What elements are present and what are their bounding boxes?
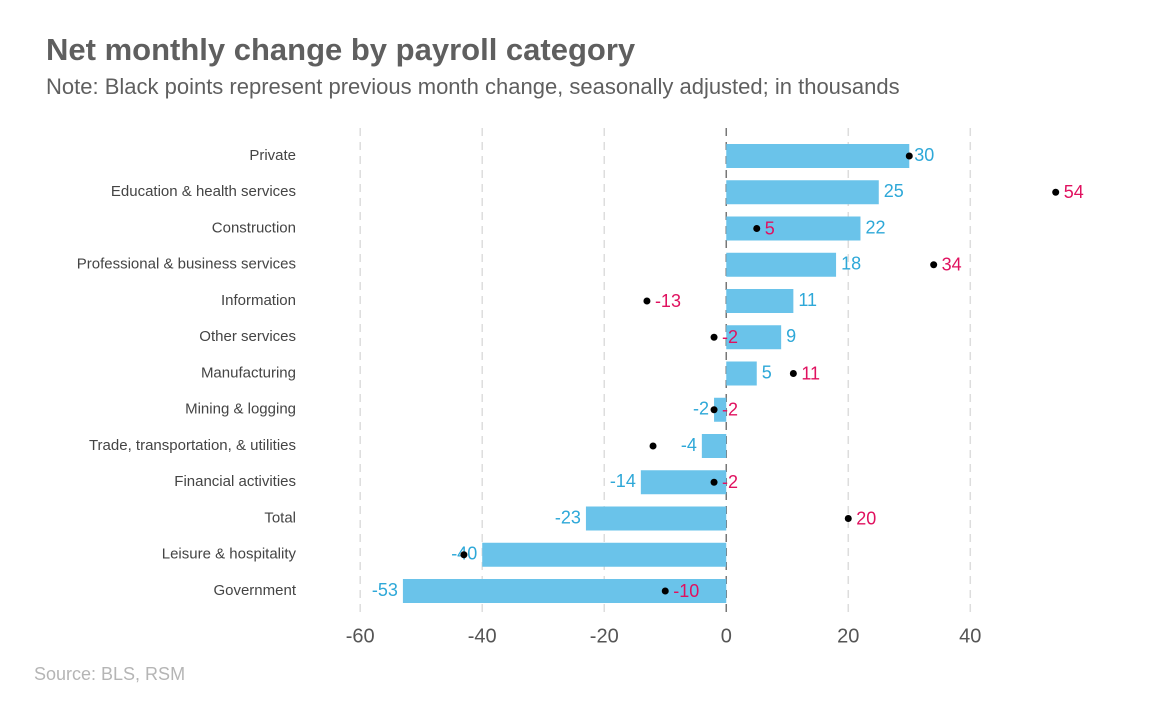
- dot: [710, 333, 718, 341]
- x-tick-label: -60: [346, 625, 375, 647]
- bar-label: -4: [681, 435, 697, 455]
- y-tick-label: Construction: [212, 219, 296, 236]
- dot: [710, 478, 718, 486]
- dot-label: -2: [722, 472, 738, 492]
- bar: [726, 361, 757, 386]
- dot-label: -10: [673, 581, 699, 601]
- dot: [905, 152, 913, 160]
- x-tick-label: 20: [837, 625, 859, 647]
- bar-label: -23: [555, 507, 581, 527]
- source: Source: BLS, RSM: [34, 664, 185, 684]
- dot: [460, 551, 468, 559]
- x-tick-label: 40: [959, 625, 981, 647]
- dot-label: 20: [856, 508, 876, 528]
- dot: [1052, 188, 1060, 196]
- y-tick-label: Trade, transportation, & utilities: [89, 437, 296, 454]
- bar: [726, 252, 837, 277]
- bar-label: -53: [372, 580, 398, 600]
- bar: [726, 144, 910, 168]
- y-tick-label: Manufacturing: [201, 364, 296, 381]
- bar: [726, 216, 861, 241]
- bar: [726, 289, 794, 313]
- dot: [661, 587, 669, 595]
- bar-label: 18: [841, 254, 861, 274]
- dot-label: 34: [942, 255, 962, 275]
- dot-label: 5: [765, 218, 775, 238]
- dot-label: -2: [722, 400, 738, 420]
- x-tick-label: 0: [721, 625, 732, 647]
- y-tick-label: Total: [264, 509, 296, 526]
- dot-label: 54: [1064, 182, 1084, 202]
- bar: [585, 506, 727, 531]
- bar: [701, 434, 727, 458]
- x-tick-label: -40: [468, 625, 497, 647]
- y-tick-label: Education & health services: [111, 183, 296, 200]
- chart-subtitle: Note: Black points represent previous mo…: [46, 74, 900, 99]
- dot-label: -2: [722, 327, 738, 347]
- y-tick-label: Government: [213, 582, 296, 599]
- bar-label: 5: [762, 362, 772, 382]
- x-tick-label: -20: [590, 625, 619, 647]
- dot: [649, 442, 657, 450]
- dot: [643, 297, 651, 305]
- bar: [726, 325, 782, 350]
- dot: [710, 406, 718, 414]
- bar: [482, 542, 727, 567]
- y-tick-label: Financial activities: [174, 473, 296, 490]
- chart-title: Net monthly change by payroll category: [46, 32, 636, 67]
- bar-label: 11: [798, 290, 817, 310]
- dot: [930, 261, 938, 269]
- bar-label: -14: [610, 471, 636, 491]
- dot-label: -13: [655, 291, 681, 311]
- y-tick-label: Leisure & hospitality: [162, 546, 297, 563]
- bar-label: 30: [914, 145, 934, 165]
- bar-label: 25: [884, 181, 904, 201]
- bar: [714, 397, 727, 422]
- bar: [726, 180, 879, 205]
- dot: [844, 515, 852, 522]
- bar-label: -2: [693, 399, 709, 419]
- bar: [402, 579, 727, 603]
- bar-label: 9: [786, 326, 796, 346]
- dot: [753, 225, 761, 232]
- bar-label: 22: [865, 217, 885, 237]
- y-tick-label: Other services: [199, 328, 296, 345]
- y-tick-label: Private: [249, 147, 296, 164]
- y-tick-label: Professional & business services: [77, 256, 296, 273]
- dot: [789, 370, 797, 377]
- y-tick-label: Information: [221, 292, 296, 309]
- dot-label: 11: [801, 363, 820, 383]
- y-tick-label: Mining & logging: [185, 401, 296, 418]
